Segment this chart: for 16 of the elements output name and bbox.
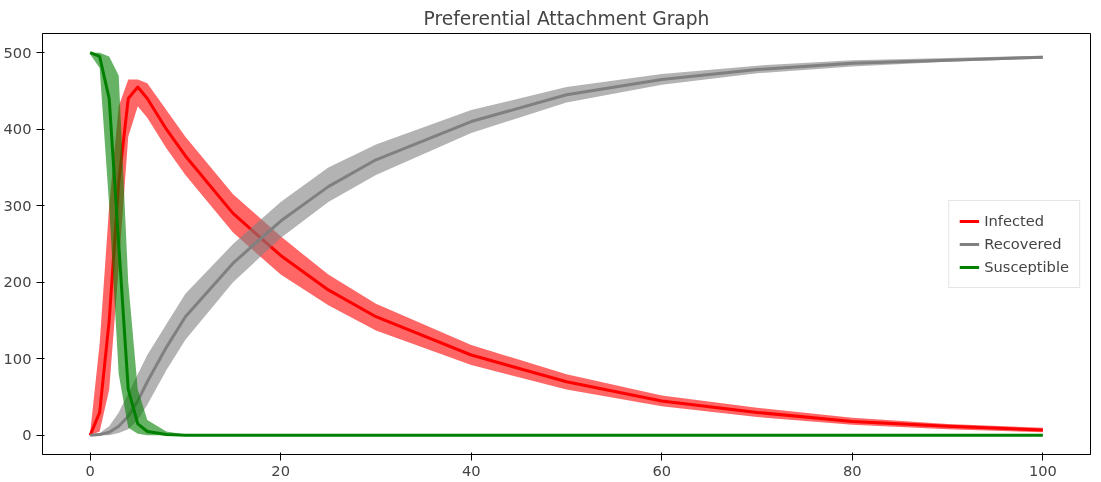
y-tick-label: 300: [3, 196, 32, 214]
legend-label: Recovered: [984, 235, 1062, 252]
x-tick-label: 80: [842, 461, 862, 479]
chart-title: Preferential Attachment Graph: [423, 7, 710, 29]
x-tick-label: 60: [652, 461, 672, 479]
x-tick-label: 40: [461, 461, 481, 479]
y-tick-label: 100: [3, 349, 32, 367]
y-tick-label: 200: [3, 273, 32, 291]
y-tick-label: 500: [3, 43, 32, 61]
legend-label: Susceptible: [984, 258, 1069, 275]
legend-label: Infected: [984, 212, 1045, 229]
x-tick-label: 100: [1028, 461, 1057, 479]
y-tick-label: 0: [22, 426, 32, 444]
x-tick-label: 0: [85, 461, 95, 479]
y-tick-label: 400: [3, 120, 32, 138]
x-tick-label: 20: [271, 461, 291, 479]
